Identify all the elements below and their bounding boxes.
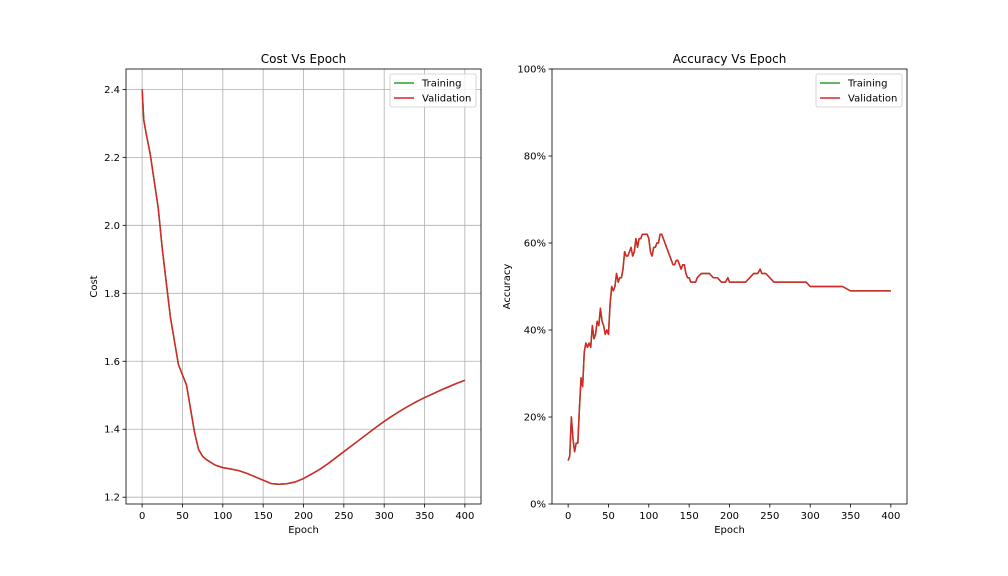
- x-tick-label: 400: [455, 511, 474, 522]
- x-tick-label: 50: [176, 511, 189, 522]
- legend-label-validation: Validation: [422, 94, 471, 105]
- y-tick-label: 0%: [530, 500, 546, 511]
- chart-title: Cost Vs Epoch: [261, 52, 347, 66]
- x-tick-label: 400: [881, 511, 900, 522]
- y-tick-label: 40%: [524, 326, 546, 337]
- y-tick-label: 1.8: [104, 289, 120, 300]
- plot-frame: [551, 68, 908, 505]
- x-axis-label: Epoch: [288, 525, 319, 536]
- x-tick-label: 200: [720, 511, 739, 522]
- y-tick-label: 100%: [517, 65, 546, 76]
- legend-label-validation: Validation: [848, 94, 897, 105]
- x-tick-label: 150: [680, 511, 699, 522]
- y-tick-label: 2.2: [104, 153, 120, 164]
- y-tick-label: 1.2: [104, 493, 120, 504]
- legend-label-training: Training: [847, 79, 887, 90]
- x-tick-label: 100: [639, 511, 658, 522]
- legend-label-training: Training: [421, 79, 461, 90]
- y-tick-label: 2.4: [104, 85, 120, 96]
- x-tick-label: 250: [334, 511, 353, 522]
- x-tick-label: 0: [565, 511, 571, 522]
- y-tick-label: 80%: [524, 152, 546, 163]
- x-tick-label: 300: [375, 511, 394, 522]
- x-tick-label: 200: [294, 511, 313, 522]
- series-line-training: [567, 233, 891, 461]
- y-tick-label: 60%: [524, 239, 546, 250]
- x-tick-label: 350: [415, 511, 434, 522]
- x-tick-label: 100: [213, 511, 232, 522]
- y-axis-label: Cost: [89, 275, 100, 297]
- x-tick-label: 0: [139, 511, 145, 522]
- x-tick-label: 150: [254, 511, 273, 522]
- series-line-validation: [141, 89, 466, 486]
- y-tick-label: 1.4: [104, 425, 120, 436]
- chart-title: Accuracy Vs Epoch: [673, 52, 787, 66]
- series-line-validation: [567, 233, 891, 461]
- accuracy-vs-epoch-chart: 0 50 100 150 200 250 300 350 400 0% 20% 40% 60% 80% 10…: [502, 52, 908, 536]
- x-tick-label: 50: [602, 511, 615, 522]
- y-axis-label: Accuracy: [502, 264, 513, 310]
- y-tick-label: 20%: [524, 413, 546, 424]
- x-tick-label: 250: [760, 511, 779, 522]
- y-tick-label: 2.0: [104, 221, 120, 232]
- x-tick-label: 350: [841, 511, 860, 522]
- y-tick-label: 1.6: [104, 357, 120, 368]
- x-axis-label: Epoch: [714, 525, 745, 536]
- cost-vs-epoch-chart: 0 50 100 150 200 250 300 350 400 1.2 1.4 1.6 1.8 2.0 2…: [89, 52, 482, 536]
- x-tick-label: 300: [801, 511, 820, 522]
